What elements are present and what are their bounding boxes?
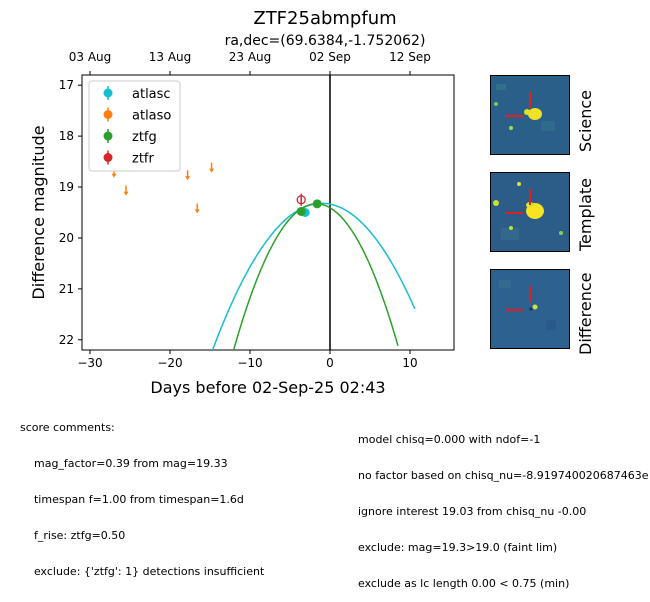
y-tick-label: 19 [59, 180, 74, 194]
legend-marker-atlasc [103, 88, 113, 98]
legend-marker-ztfr [103, 153, 113, 162]
legend-marker-atlaso [103, 110, 113, 119]
y-tick-label: 22 [59, 333, 74, 347]
science-image [491, 76, 569, 154]
score-comments-right: model chisq=0.000 with ndof=-1 no factor… [358, 410, 650, 602]
upper-limit-arrow-atlaso [111, 173, 117, 178]
upper-limit-arrow-atlaso [209, 168, 215, 173]
top-tick-label: 02 Sep [309, 50, 351, 64]
comment-right-line: no factor based on chisq_nu=-8.919740020… [358, 469, 649, 482]
light-curve-chart: −30 −20 −10 0 10 03 Aug 13 Aug 23 Aug 02 Sep 12 S… [29, 50, 455, 397]
top-tick-label: 13 Aug [149, 50, 192, 64]
comment-right-line: model chisq=0.000 with ndof=-1 [358, 433, 541, 446]
difference-image [491, 270, 569, 348]
point-ztfg [312, 199, 322, 209]
upper-limit-arrow-atlaso [185, 176, 191, 181]
legend-box [88, 80, 181, 172]
upper-limit-arrow-atlaso [123, 191, 129, 196]
x-tick-label: −10 [237, 356, 262, 370]
point-ztfr [296, 195, 306, 205]
template-image [491, 173, 569, 251]
plot-frame [81, 74, 455, 351]
legend-label-atlasc: atlasc [132, 87, 171, 102]
science-thumbnail [490, 75, 570, 155]
x-axis-label: Days before 02-Sep-25 02:43 [150, 378, 385, 397]
y-tick-label: 18 [59, 129, 74, 143]
figure-title: ZTF25abmpfum [253, 8, 397, 29]
science-panel-label: Science [576, 89, 595, 152]
top-tick-label: 12 Sep [389, 50, 431, 64]
top-tick-label: 03 Aug [69, 50, 112, 64]
comment-left-line: mag_factor=0.39 from mag=19.33 [20, 457, 228, 470]
template-panel-label: Template [576, 177, 595, 251]
model-curve-atlasc [211, 202, 416, 350]
y-tick-label: 20 [59, 231, 74, 245]
difference-thumbnail [490, 269, 570, 349]
comment-left-line: timespan f=1.00 from timespan=1.6d [20, 493, 244, 506]
y-tick-label: 17 [59, 78, 74, 92]
legend-label-ztfr: ztfr [132, 152, 154, 167]
score-comments-left: score comments: mag_factor=0.39 from mag… [20, 398, 264, 590]
model-curve-ztfg [232, 203, 399, 350]
plot-content [111, 75, 416, 350]
comment-right-line: ignore interest 19.03 from chisq_nu -0.0… [358, 505, 587, 518]
x-tick-label: −20 [157, 356, 182, 370]
x-tick-label: −30 [77, 356, 102, 370]
comment-right-line: exclude: mag=19.3>19.0 (faint lim) [358, 541, 558, 554]
difference-panel-label: Difference [576, 272, 595, 355]
x-tick-label: 10 [402, 356, 417, 370]
comment-left-line: f_rise: ztfg=0.50 [20, 529, 126, 542]
comment-left-line: score comments: [20, 421, 115, 434]
legend-marker-ztfg [103, 131, 113, 141]
y-tick-label: 21 [59, 282, 74, 296]
comment-left-line: exclude: {'ztfg': 1} detections insuffic… [20, 565, 265, 578]
legend-label-atlaso: atlaso [132, 109, 171, 124]
y-axis-label: Difference magnitude [29, 125, 48, 299]
upper-limit-arrow-atlaso [194, 209, 200, 214]
template-thumbnail [490, 172, 570, 252]
top-tick-label: 23 Aug [229, 50, 272, 64]
comment-right-line: exclude as lc length 0.00 < 0.75 (min) [358, 577, 570, 590]
figure-subtitle: ra,dec=(69.6384,-1.752062) [224, 33, 426, 49]
point-ztfg [296, 206, 306, 216]
x-tick-label: 0 [326, 356, 334, 370]
legend-label-ztfg: ztfg [132, 130, 157, 145]
